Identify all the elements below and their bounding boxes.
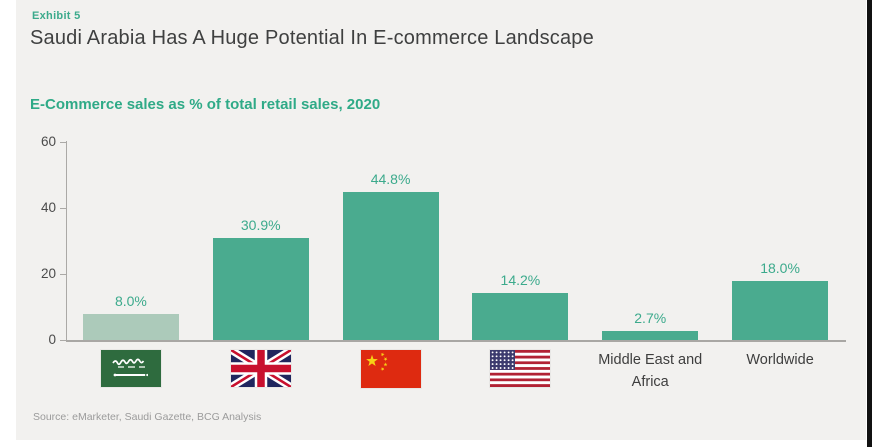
y-tick-label: 20 xyxy=(40,266,56,281)
bar-column: 8.0% xyxy=(66,142,196,340)
bar-value-label: 44.8% xyxy=(370,171,411,188)
y-tick-label: 40 xyxy=(40,200,56,215)
screenshot-right-edge-artifact xyxy=(867,0,872,447)
bar-value-label: 2.7% xyxy=(634,310,667,327)
saudi-arabia-flag-icon xyxy=(100,350,161,387)
bar-middle-east-and-africa xyxy=(602,331,699,340)
usa-flag-icon xyxy=(490,350,551,387)
y-tick-mark xyxy=(60,340,66,341)
bar-worldwide xyxy=(732,280,829,340)
bar-saudi-arabia xyxy=(82,313,179,340)
x-category-cell xyxy=(455,343,585,405)
bar-value-label: 8.0% xyxy=(114,292,147,309)
x-axis-labels: Middle East and Africa Worldwide xyxy=(66,343,845,405)
uk-flag-icon xyxy=(228,346,293,391)
category-label-worldwide: Worldwide xyxy=(746,352,814,368)
bar-value-label: 30.9% xyxy=(240,217,281,234)
chart-title: E-Commerce sales as % of total retail sa… xyxy=(30,96,381,113)
category-label-middle-east-and-africa: Middle East and Africa xyxy=(598,352,703,391)
bar-column: 14.2% xyxy=(455,142,585,340)
x-category-cell xyxy=(66,343,196,405)
y-tick-label: 60 xyxy=(40,134,56,149)
bar-united-states xyxy=(472,293,569,340)
x-category-cell xyxy=(196,343,326,405)
exhibit-card: Exhibit 5 Saudi Arabia Has A Huge Potent… xyxy=(16,0,866,440)
page-title: Saudi Arabia Has A Huge Potential In E-c… xyxy=(30,27,594,49)
y-tick-mark xyxy=(60,142,66,143)
y-tick-mark xyxy=(60,208,66,209)
source-note: Source: eMarketer, Saudi Gazette, BCG An… xyxy=(33,411,262,423)
bar-value-label: 14.2% xyxy=(500,272,541,289)
bar-column: 30.9% xyxy=(196,142,326,340)
x-category-cell: Worldwide xyxy=(715,343,845,405)
x-category-cell xyxy=(326,343,456,405)
bar-column: 44.8% xyxy=(326,142,456,340)
china-flag-icon xyxy=(360,350,421,388)
y-axis-line xyxy=(66,141,67,341)
plot-area: 8.0% 30.9% 44.8% 14.2% 2.7% 18.0% xyxy=(66,142,845,340)
bar-chart: 0 20 40 60 8.0% 30.9% 44.8% 14.2% 2.7% 18.0% Mid… xyxy=(30,134,860,410)
x-axis-line xyxy=(66,340,846,342)
y-tick-label: 0 xyxy=(48,332,56,347)
bar-column: 2.7% xyxy=(585,142,715,340)
bar-united-kingdom xyxy=(212,238,309,340)
y-tick-mark xyxy=(60,274,66,275)
bar-column: 18.0% xyxy=(715,142,845,340)
x-category-cell: Middle East and Africa xyxy=(585,343,715,405)
bar-value-label: 18.0% xyxy=(760,259,800,276)
bar-china xyxy=(342,192,439,340)
exhibit-label: Exhibit 5 xyxy=(32,10,81,22)
